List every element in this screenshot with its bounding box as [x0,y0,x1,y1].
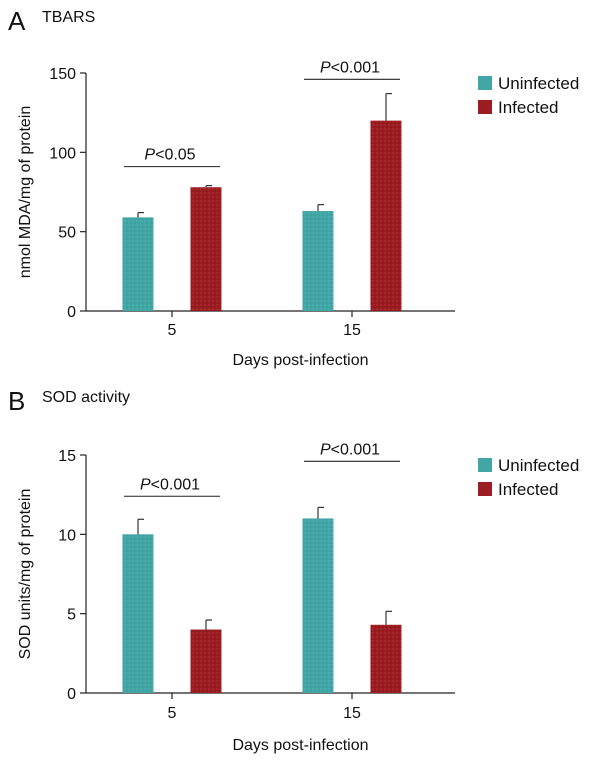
panel-a-significance-label: P<0.001 [320,59,380,76]
panel-a-letter: A [8,6,26,36]
panel-b-significance-label: P<0.001 [140,476,200,493]
panel-a-bar-infected [370,120,402,311]
panel-b-y-tick-label: 0 [67,686,76,703]
panel-b-x-tick-label: 15 [343,705,361,722]
panel-b-title: SOD activity [42,389,130,406]
panel-a-significance-label: P<0.05 [144,147,195,164]
panel-a-bar-uninfected [302,211,334,311]
panel-a-legend-label-infected: Infected [498,98,559,117]
panel-a-legend-label-uninfected: Uninfected [498,74,579,93]
panel-a-x-tick-label: 15 [343,322,361,339]
panel-b-y-tick-label: 10 [58,527,76,544]
panel-b-legend-label-infected: Infected [498,480,559,499]
panel-b-x-tick-label: 5 [168,705,177,722]
panel-a-y-tick-label: 50 [58,225,76,242]
panel-b-bar-infected [370,624,402,693]
panel-b-bar-uninfected [122,534,154,693]
panel-a-bar-uninfected [122,217,154,311]
panel-b-bar-infected [190,629,222,693]
panel-b-y-tick-label: 5 [67,607,76,624]
panel-a-x-tick-label: 5 [168,322,177,339]
panel-b-legend-swatch-infected [478,482,492,496]
panel-a-title: TBARS [42,9,95,26]
panel-b-y-tick-label: 15 [58,448,76,465]
panel-a-bar-infected [190,187,222,311]
panel-a-y-tick-label: 0 [67,304,76,321]
panel-b-letter: B [8,386,25,416]
panel-b-legend-swatch-uninfected [478,458,492,472]
panel-b-x-axis-label: Days post-infection [232,737,368,754]
panel-b-legend-label-uninfected: Uninfected [498,456,579,475]
panel-a-x-axis-label: Days post-infection [232,352,368,369]
panel-a-legend-swatch-uninfected [478,76,492,90]
panel-b-y-axis-label: SOD units/mg of protein [17,489,34,660]
panel-a-y-axis-label: nmol MDA/mg of protein [17,106,34,279]
panel-a-y-tick-label: 100 [49,145,76,162]
panel-a-legend-swatch-infected [478,100,492,114]
panel-b-bar-uninfected [302,518,334,693]
panel-a-y-tick-label: 150 [49,66,76,83]
panel-b-significance-label: P<0.001 [320,441,380,458]
